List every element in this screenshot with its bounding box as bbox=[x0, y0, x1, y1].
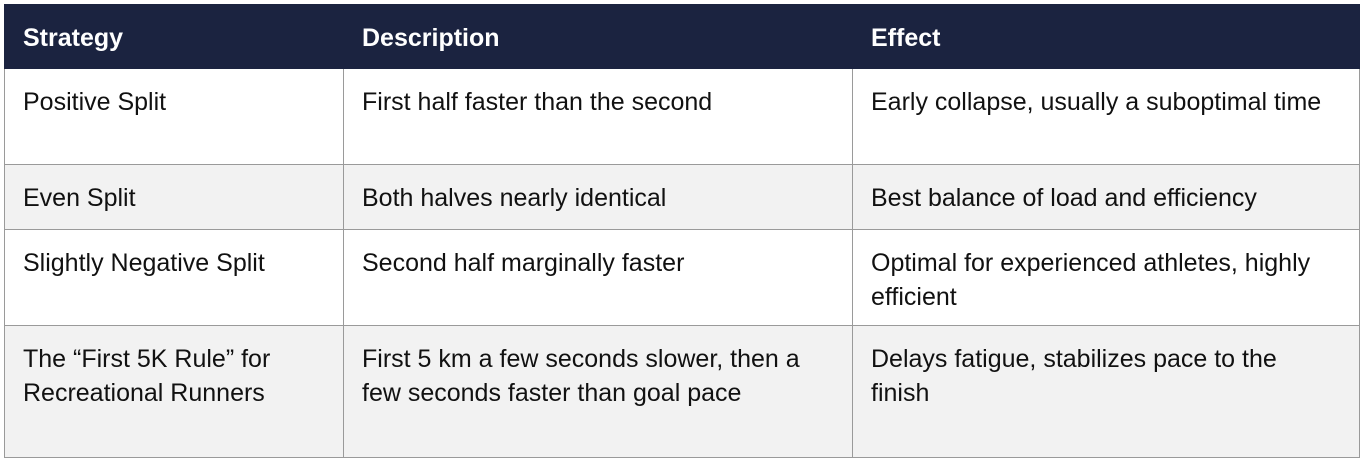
table-row: The “First 5K Rule” for Recreational Run… bbox=[4, 325, 1360, 458]
table-cell: Positive Split bbox=[4, 68, 344, 165]
table-cell: Optimal for experienced athletes, highly… bbox=[852, 229, 1360, 326]
table-row: Positive Split First half faster than the… bbox=[4, 68, 1360, 165]
header-row: Strategy Description Effect bbox=[4, 4, 1360, 69]
table-cell: Early collapse, usually a suboptimal tim… bbox=[852, 68, 1360, 165]
table-row: Even Split Both halves nearly identical Be… bbox=[4, 164, 1360, 230]
table-row: Slightly Negative Split Second half margi… bbox=[4, 229, 1360, 326]
table-cell: Second half marginally faster bbox=[343, 229, 853, 326]
table-cell: Delays fatigue, stabilizes pace to the f… bbox=[852, 325, 1360, 458]
header-cell: Description bbox=[343, 4, 853, 69]
header-cell: Effect bbox=[852, 4, 1360, 69]
table-header: Strategy Description Effect bbox=[4, 4, 1360, 69]
table-cell: Both halves nearly identical bbox=[343, 164, 853, 230]
table-cell: First half faster than the second bbox=[343, 68, 853, 165]
table-cell: First 5 km a few seconds slower, then a … bbox=[343, 325, 853, 458]
table-cell: Slightly Negative Split bbox=[4, 229, 344, 326]
table-cell: Even Split bbox=[4, 164, 344, 230]
header-cell: Strategy bbox=[4, 4, 344, 69]
strategy-table: Strategy Description Effect Positive Spl… bbox=[4, 4, 1360, 458]
table-cell: Best balance of load and efficiency bbox=[852, 164, 1360, 230]
table-cell: The “First 5K Rule” for Recreational Run… bbox=[4, 325, 344, 458]
table-body: Positive Split First half faster than the… bbox=[4, 68, 1360, 458]
